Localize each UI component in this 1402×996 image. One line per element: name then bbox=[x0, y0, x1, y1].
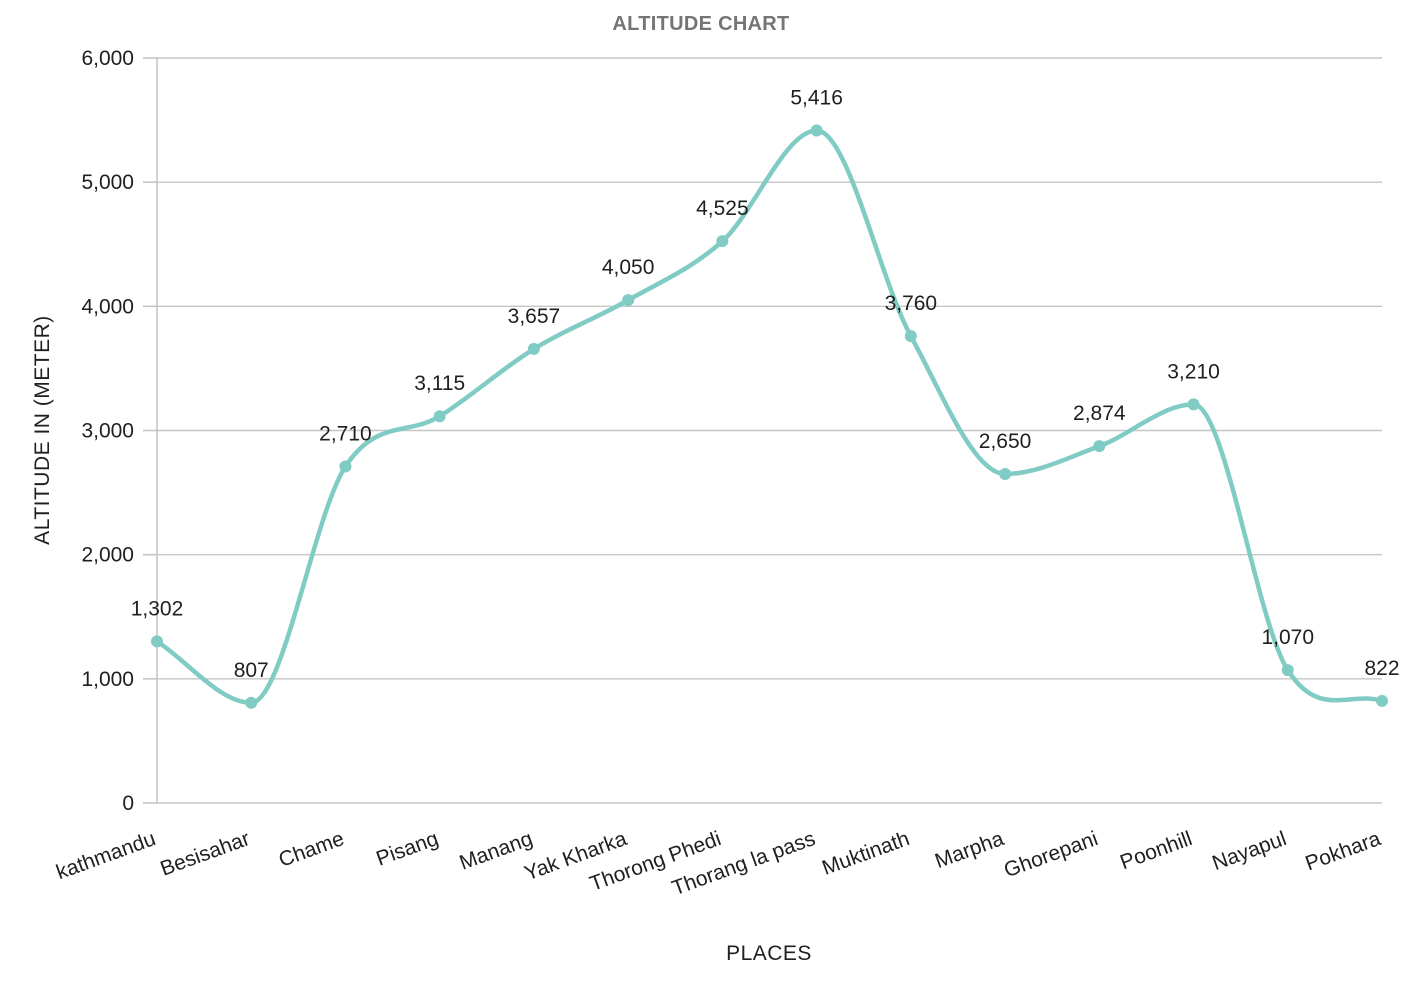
chart-title: ALTITUDE CHART bbox=[612, 13, 789, 35]
y-tick-label: 0 bbox=[122, 792, 134, 815]
data-label: 3,210 bbox=[1167, 360, 1220, 383]
data-label: 2,710 bbox=[319, 423, 372, 446]
data-point bbox=[810, 124, 823, 137]
data-point bbox=[433, 410, 446, 423]
y-axis-tick-labels: 0 1,000 2,000 3,000 4,000 5,000 6,000 bbox=[81, 47, 134, 815]
data-point bbox=[1376, 694, 1388, 707]
y-tick-label: 4,000 bbox=[81, 295, 134, 318]
series-layer bbox=[151, 124, 1388, 709]
axes bbox=[143, 57, 1382, 804]
data-point bbox=[527, 342, 540, 355]
data-point bbox=[245, 696, 258, 709]
y-tick-label: 3,000 bbox=[81, 420, 134, 443]
y-tick-label: 2,000 bbox=[81, 544, 134, 567]
data-point bbox=[716, 235, 729, 248]
x-tick-label: Muktinath bbox=[819, 827, 912, 880]
data-point bbox=[999, 467, 1012, 480]
data-label: 807 bbox=[234, 659, 269, 682]
x-tick-label: kathmandu bbox=[53, 827, 159, 884]
data-label: 1,070 bbox=[1261, 626, 1314, 649]
data-point bbox=[904, 330, 917, 343]
data-label: 4,525 bbox=[696, 197, 749, 220]
x-tick-label: Besisahar bbox=[157, 827, 253, 881]
data-label: 5,416 bbox=[790, 87, 843, 110]
data-label: 3,657 bbox=[508, 305, 561, 328]
altitude-series-line bbox=[154, 128, 1385, 706]
data-label: 4,050 bbox=[602, 256, 655, 279]
data-label: 2,874 bbox=[1073, 402, 1126, 425]
data-point bbox=[151, 635, 163, 648]
x-tick-label: Nayapul bbox=[1209, 827, 1289, 875]
data-label: 2,650 bbox=[979, 430, 1032, 453]
data-label: 3,760 bbox=[885, 292, 938, 315]
data-labels: 1,302 807 2,710 3,115 3,657 4,050 4,525 5,416 3,… bbox=[131, 87, 1400, 682]
x-tick-label: Ghorepani bbox=[1001, 827, 1101, 882]
data-label: 822 bbox=[1364, 657, 1399, 680]
y-tick-label: 6,000 bbox=[81, 47, 134, 70]
data-point bbox=[339, 460, 352, 473]
data-label: 1,302 bbox=[131, 597, 184, 620]
data-point bbox=[1093, 440, 1106, 453]
x-tick-label: Chame bbox=[276, 827, 347, 872]
x-tick-label: Marpha bbox=[932, 827, 1007, 873]
data-label: 3,115 bbox=[414, 372, 465, 395]
y-axis-title: ALTITUDE IN (METER) bbox=[31, 315, 54, 545]
y-tick-label: 5,000 bbox=[81, 171, 134, 194]
gridlines bbox=[157, 57, 1382, 680]
data-point bbox=[622, 294, 635, 307]
y-tick-label: 1,000 bbox=[81, 668, 134, 691]
data-point bbox=[1187, 398, 1200, 411]
x-tick-label: Poonhill bbox=[1117, 827, 1195, 874]
data-point bbox=[1281, 664, 1294, 677]
x-tick-label: Pisang bbox=[373, 827, 441, 871]
x-axis-title: PLACES bbox=[726, 942, 812, 965]
x-tick-label: Pokhara bbox=[1302, 827, 1384, 875]
